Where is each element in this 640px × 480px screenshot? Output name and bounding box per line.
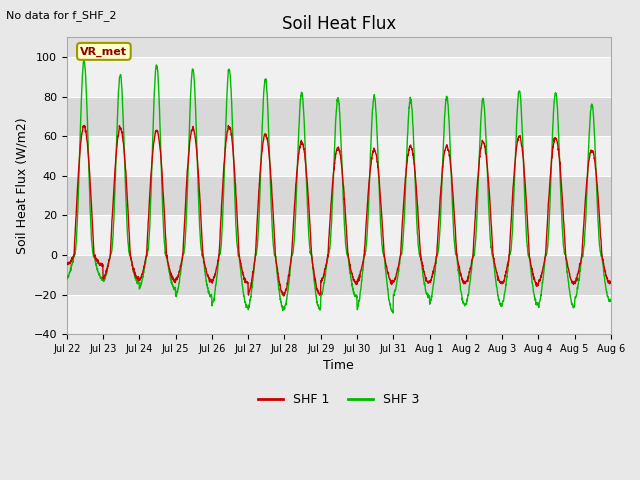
Legend: SHF 1, SHF 3: SHF 1, SHF 3 (253, 388, 424, 411)
Bar (67, 96, 611, 136)
Bar (67, 136, 611, 176)
Bar (67, 57, 611, 96)
Bar (67, 255, 611, 295)
Bar (67, 216, 611, 255)
Bar (67, 295, 611, 334)
Text: VR_met: VR_met (81, 46, 127, 57)
Bar (67, 176, 611, 216)
Y-axis label: Soil Heat Flux (W/m2): Soil Heat Flux (W/m2) (15, 118, 28, 254)
X-axis label: Time: Time (323, 360, 354, 372)
Title: Soil Heat Flux: Soil Heat Flux (282, 15, 396, 33)
Text: No data for f_SHF_2: No data for f_SHF_2 (6, 10, 117, 21)
